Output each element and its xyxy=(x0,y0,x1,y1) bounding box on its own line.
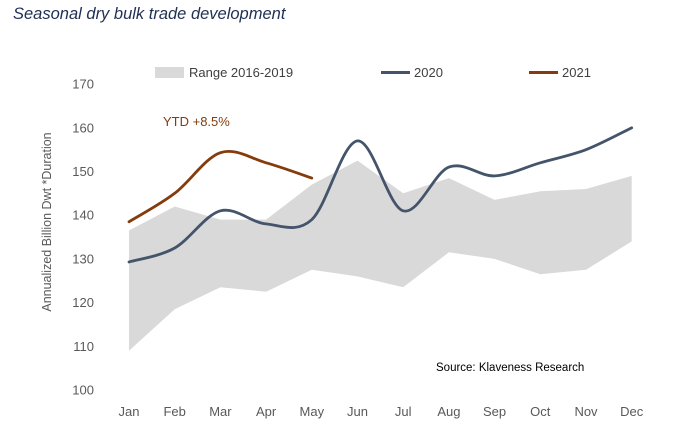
source-note: Source: Klaveness Research xyxy=(436,362,584,374)
x-tick-label: Mar xyxy=(209,404,232,419)
y-tick-label: 140 xyxy=(72,208,94,223)
x-tick-label: Sep xyxy=(483,404,506,419)
y-tick-label: 100 xyxy=(72,383,94,398)
y-tick-label: 170 xyxy=(72,77,94,92)
x-tick-label: Apr xyxy=(256,404,277,419)
x-tick-label: Dec xyxy=(620,404,644,419)
legend-label-range: Range 2016-2019 xyxy=(189,65,293,80)
x-tick-label: May xyxy=(300,404,325,419)
y-tick-label: 160 xyxy=(72,120,94,135)
legend-label-2021: 2021 xyxy=(562,65,591,80)
range-band xyxy=(129,160,632,351)
y-tick-label: 110 xyxy=(73,339,94,354)
series-line-2020 xyxy=(127,126,634,264)
x-tick-label: Jun xyxy=(347,404,368,419)
x-tick-label: Feb xyxy=(163,404,185,419)
legend-swatch-range xyxy=(155,67,184,78)
x-tick-label: Oct xyxy=(530,404,551,419)
ytd-annotation: YTD +8.5% xyxy=(163,114,230,129)
y-tick-label: 130 xyxy=(72,251,94,266)
x-tick-label: Aug xyxy=(437,404,460,419)
x-tick-label: Jul xyxy=(395,404,412,419)
y-tick-label: 150 xyxy=(72,164,94,179)
series-line-2021 xyxy=(127,150,314,224)
x-tick-label: Nov xyxy=(574,404,598,419)
y-tick-label: 120 xyxy=(72,295,94,310)
legend-label-2020: 2020 xyxy=(414,65,443,80)
chart-title: Seasonal dry bulk trade development xyxy=(13,5,286,23)
x-tick-label: Jan xyxy=(119,404,140,419)
